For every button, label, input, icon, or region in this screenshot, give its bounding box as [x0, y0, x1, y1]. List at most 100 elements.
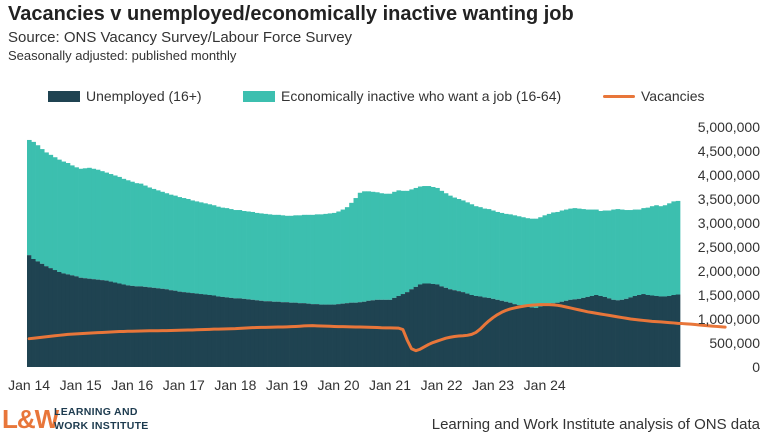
- bar-inactive: [645, 207, 651, 295]
- bar-unemployed: [216, 296, 221, 367]
- bar-unemployed: [606, 298, 612, 367]
- bar-inactive: [417, 186, 423, 285]
- bar-unemployed: [392, 297, 397, 367]
- bar-unemployed: [336, 304, 341, 367]
- bar-unemployed: [641, 294, 646, 367]
- bar-unemployed: [241, 298, 247, 367]
- legend-swatch-unemployed: [48, 90, 80, 102]
- bar-unemployed: [233, 298, 238, 367]
- bar-unemployed: [662, 296, 668, 367]
- bar-inactive: [57, 159, 62, 272]
- bar-inactive: [559, 210, 565, 302]
- bar-inactive: [52, 157, 58, 271]
- bar-unemployed: [293, 302, 299, 367]
- bar-inactive: [413, 187, 419, 287]
- bar-unemployed: [258, 300, 264, 367]
- bar-unemployed: [61, 273, 67, 367]
- bar-unemployed: [254, 300, 260, 367]
- bar-unemployed: [499, 300, 505, 367]
- bar-inactive: [134, 183, 140, 287]
- bar-inactive: [130, 181, 135, 286]
- bar-unemployed: [413, 286, 419, 367]
- bar-inactive: [340, 209, 346, 304]
- bar-unemployed: [142, 286, 148, 367]
- bar-unemployed: [422, 283, 427, 367]
- bar-inactive: [675, 200, 681, 295]
- bar-unemployed: [147, 287, 152, 367]
- bar-unemployed: [529, 307, 535, 367]
- bar-inactive: [74, 167, 79, 277]
- bar-unemployed: [624, 298, 629, 367]
- bar-unemployed: [409, 289, 414, 367]
- bar-inactive: [430, 187, 436, 284]
- bar-inactive: [336, 211, 341, 305]
- bar-unemployed: [31, 259, 36, 367]
- bar-inactive: [482, 208, 488, 298]
- bar-unemployed: [448, 289, 453, 367]
- bar-inactive: [104, 172, 109, 281]
- bar-unemployed: [220, 296, 225, 367]
- bar-inactive: [173, 195, 178, 291]
- bar-unemployed: [551, 303, 556, 367]
- bar-unemployed: [478, 296, 483, 367]
- bar-inactive: [452, 197, 457, 291]
- bar-unemployed: [151, 287, 157, 367]
- bar-inactive: [108, 174, 114, 282]
- bar-unemployed: [134, 286, 140, 367]
- x-tick-label: Jan 22: [421, 377, 463, 393]
- bar-inactive: [465, 202, 470, 294]
- bar-inactive: [362, 191, 367, 302]
- bar-unemployed: [160, 288, 165, 367]
- bar-unemployed: [246, 299, 251, 367]
- y-tick-label: 3,000,000: [698, 215, 760, 231]
- legend-label-vacancies: Vacancies: [641, 88, 705, 104]
- bar-unemployed: [284, 302, 290, 367]
- bar-unemployed: [671, 295, 677, 367]
- legend-swatch-vacancies: [603, 94, 635, 98]
- bar-inactive: [250, 211, 256, 300]
- bar-inactive: [306, 214, 311, 304]
- bar-inactive: [581, 209, 586, 298]
- bar-inactive: [117, 176, 122, 284]
- bar-inactive: [654, 205, 659, 296]
- bar-inactive: [142, 185, 148, 287]
- bar-unemployed: [344, 303, 350, 367]
- bar-inactive: [138, 183, 144, 287]
- y-tick-label: 4,500,000: [698, 143, 760, 159]
- bar-unemployed: [211, 295, 217, 367]
- bar-unemployed: [332, 304, 337, 367]
- bar-unemployed: [130, 285, 135, 367]
- bar-inactive: [48, 154, 54, 269]
- bar-inactive: [658, 206, 664, 297]
- bar-inactive: [598, 211, 604, 296]
- bar-unemployed: [508, 302, 513, 367]
- bar-inactive: [516, 216, 522, 306]
- bar-unemployed: [503, 301, 509, 367]
- bar-inactive: [323, 213, 329, 305]
- legend-item-inactive: Economically inactive who want a job (16…: [243, 88, 561, 104]
- bar-inactive: [392, 191, 397, 298]
- bar-inactive: [460, 200, 466, 293]
- bar-inactive: [289, 215, 294, 303]
- bar-inactive: [61, 161, 67, 274]
- bar-inactive: [27, 139, 32, 256]
- bar-unemployed: [439, 286, 445, 367]
- bar-unemployed: [495, 299, 500, 367]
- bar-inactive: [185, 199, 191, 293]
- bar-unemployed: [319, 304, 324, 367]
- bar-unemployed: [430, 283, 436, 367]
- bar-unemployed: [516, 305, 522, 367]
- bar-unemployed: [417, 284, 423, 367]
- bar-inactive: [529, 218, 535, 308]
- bar-inactive: [284, 215, 290, 303]
- y-tick-label: 5,000,000: [698, 119, 760, 135]
- bar-inactive: [671, 201, 677, 295]
- bar-unemployed: [658, 296, 664, 367]
- bar-inactive: [435, 187, 440, 285]
- bar-unemployed: [383, 299, 389, 367]
- bar-unemployed: [512, 304, 518, 367]
- y-tick-label: 2,500,000: [698, 239, 760, 255]
- bar-inactive: [112, 175, 118, 283]
- bar-inactive: [228, 209, 234, 298]
